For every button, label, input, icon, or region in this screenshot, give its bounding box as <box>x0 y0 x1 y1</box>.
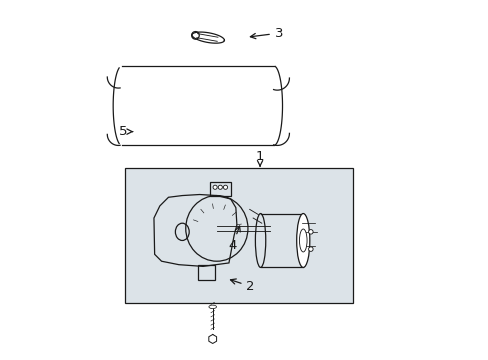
Bar <box>198 265 215 280</box>
Text: 3: 3 <box>250 27 283 40</box>
Text: 1: 1 <box>255 150 264 166</box>
Ellipse shape <box>308 230 312 234</box>
Text: 4: 4 <box>228 226 240 252</box>
Bar <box>125 168 353 303</box>
Ellipse shape <box>296 213 309 267</box>
Text: 5: 5 <box>119 125 133 138</box>
Bar <box>209 182 230 195</box>
Ellipse shape <box>299 229 306 252</box>
Ellipse shape <box>218 185 222 189</box>
Ellipse shape <box>213 185 217 189</box>
Ellipse shape <box>223 185 227 189</box>
Ellipse shape <box>208 305 216 309</box>
Text: 2: 2 <box>230 279 254 293</box>
Ellipse shape <box>308 247 312 251</box>
